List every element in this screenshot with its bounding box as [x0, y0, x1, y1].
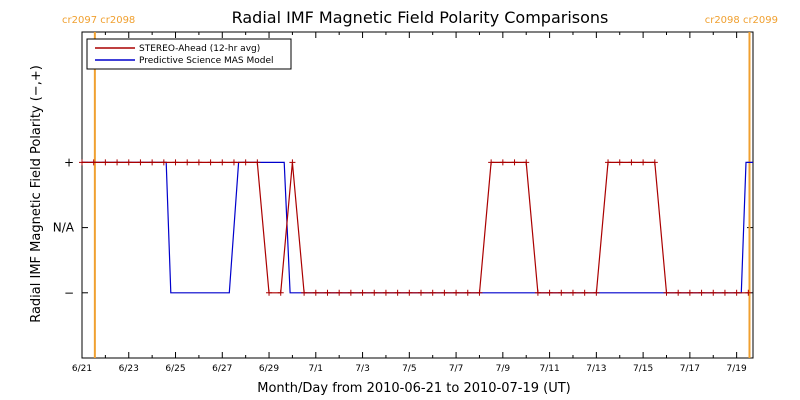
series-layer: [79, 159, 753, 296]
stereo-point: [745, 289, 752, 296]
x-tick-label: 7/3: [355, 364, 369, 374]
stereo-point: [558, 289, 565, 296]
stereo-series-line: [82, 161, 749, 294]
stereo-point: [675, 289, 682, 296]
legend-box: [86, 38, 292, 70]
stereo-point: [663, 289, 670, 296]
stereo-point: [406, 289, 413, 296]
stereo-point: [289, 159, 296, 166]
stereo-point: [277, 289, 284, 296]
stereo-point: [546, 289, 553, 296]
stereo-point: [137, 159, 144, 166]
cr-label-right: cr2098 cr2099: [705, 15, 778, 26]
x-tick-label: 7/15: [633, 364, 653, 374]
stereo-point: [312, 289, 319, 296]
x-tick-label: 6/23: [119, 364, 139, 374]
x-tick-label: 7/13: [586, 364, 606, 374]
stereo-point: [640, 159, 647, 166]
stereo-point: [242, 159, 249, 166]
stereo-point: [464, 289, 471, 296]
stereo-point: [628, 159, 635, 166]
x-axis-label: Month/Day from 2010-06-21 to 2010-07-19 …: [257, 381, 570, 396]
plot-frame: [81, 31, 754, 359]
x-tick-label: 7/17: [680, 364, 700, 374]
x-tick-label: 7/5: [402, 364, 416, 374]
x-tick-label: 7/7: [449, 364, 463, 374]
x-tick-label: 7/9: [496, 364, 511, 374]
x-tick-label: 7/1: [309, 364, 323, 374]
stereo-point: [382, 289, 389, 296]
stereo-point: [114, 159, 121, 166]
stereo-point: [651, 159, 658, 166]
stereo-point: [721, 289, 728, 296]
stereo-point: [336, 289, 343, 296]
x-tick-label: 7/11: [539, 364, 559, 374]
chart-title: Radial IMF Magnetic Field Polarity Compa…: [232, 8, 609, 27]
y-tick-label: −: [64, 286, 74, 300]
cr-label-left: cr2097 cr2098: [62, 15, 135, 26]
stereo-point: [488, 159, 495, 166]
stereo-point: [686, 289, 693, 296]
stereo-point: [125, 159, 132, 166]
stereo-point: [266, 289, 273, 296]
y-tick-label: +: [64, 155, 74, 169]
stereo-point: [418, 289, 425, 296]
legend: STEREO-Ahead (12-hr avg) Predictive Scie…: [86, 38, 292, 70]
x-tick-label: 6/27: [212, 364, 232, 374]
stereo-point: [347, 289, 354, 296]
x-tick-label: 6/29: [259, 364, 279, 374]
stereo-point: [429, 289, 436, 296]
stereo-point: [79, 159, 85, 166]
y-axis-label: Radial IMF Magnetic Field Polarity (−,+): [29, 65, 44, 323]
stereo-point: [534, 289, 541, 296]
x-tick-label: 6/25: [165, 364, 185, 374]
stereo-point: [605, 159, 612, 166]
stereo-point: [195, 159, 202, 166]
x-tick-label: 6/21: [72, 364, 92, 374]
legend-label-mas: Predictive Science MAS Model: [139, 56, 274, 66]
stereo-point: [172, 159, 179, 166]
stereo-point: [511, 159, 518, 166]
stereo-point: [160, 159, 167, 166]
stereo-point: [324, 289, 331, 296]
stereo-point: [149, 159, 156, 166]
stereo-point: [219, 159, 226, 166]
stereo-point: [359, 289, 366, 296]
stereo-point: [733, 289, 740, 296]
stereo-point: [102, 159, 109, 166]
mas-series-line: [82, 161, 753, 294]
stereo-point: [90, 159, 97, 166]
stereo-point: [230, 159, 237, 166]
axes: 6/21 6/23 6/25 6/27 6/29 7/1 7/3 7/5 7/7 7/9 7/11 7…: [53, 32, 753, 374]
stereo-point: [207, 159, 214, 166]
cr-markers: [93, 32, 751, 358]
stereo-point: [254, 159, 261, 166]
stereo-point: [184, 159, 191, 166]
stereo-point: [593, 289, 600, 296]
stereo-point: [394, 289, 401, 296]
stereo-point: [499, 159, 506, 166]
stereo-point: [523, 159, 530, 166]
stereo-point: [710, 289, 717, 296]
stereo-point: [616, 159, 623, 166]
stereo-point: [453, 289, 460, 296]
stereo-point: [441, 289, 448, 296]
stereo-point: [698, 289, 705, 296]
legend-label-stereo: STEREO-Ahead (12-hr avg): [139, 44, 260, 54]
stereo-point: [581, 289, 588, 296]
stereo-point: [371, 289, 378, 296]
y-tick-label: N/A: [53, 221, 75, 235]
stereo-point: [301, 289, 308, 296]
x-tick-label: 7/19: [727, 364, 747, 374]
stereo-point: [476, 289, 483, 296]
stereo-point: [569, 289, 576, 296]
